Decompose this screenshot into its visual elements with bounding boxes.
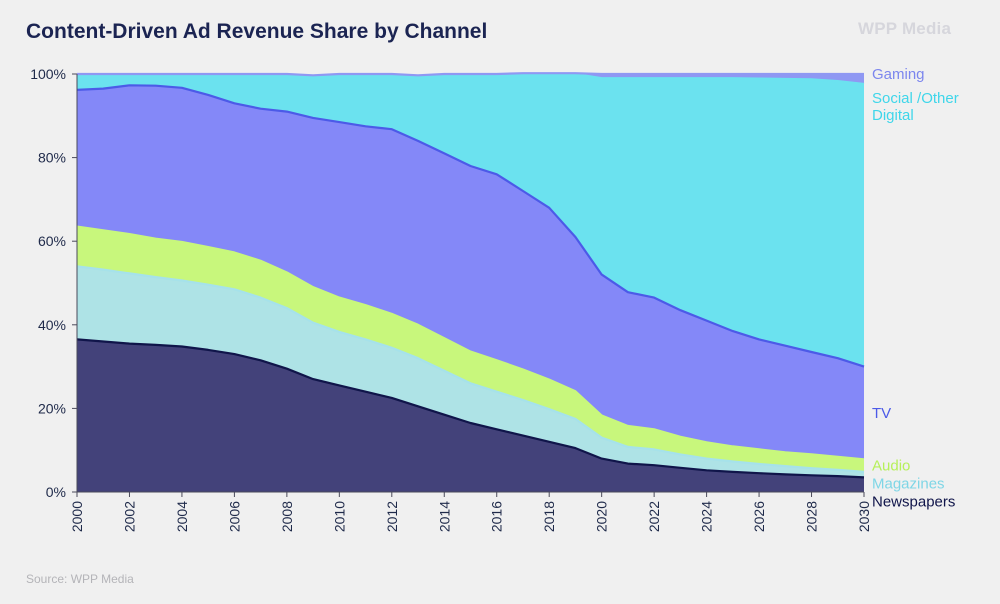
y-tick-label: 60% — [38, 233, 66, 249]
x-tick-label: 2030 — [856, 501, 872, 532]
x-tick-label: 2028 — [804, 501, 820, 532]
line-newspapers — [76, 338, 865, 479]
x-tick-label: 2008 — [279, 501, 295, 532]
y-tick-label: 80% — [38, 150, 66, 166]
line-audio — [76, 225, 865, 461]
legend-label-magazines: Magazines — [872, 476, 945, 493]
x-tick-label: 2026 — [751, 501, 767, 532]
area-gaming — [77, 73, 864, 84]
x-tick-label: 2002 — [121, 501, 137, 532]
legend-label-tv: TV — [872, 405, 891, 422]
y-tick-label: 100% — [30, 66, 66, 82]
x-tick-label: 2012 — [384, 501, 400, 532]
area-social-other-digital — [77, 74, 864, 367]
line-gaming — [77, 72, 864, 77]
legend-label-audio: Audio — [872, 458, 910, 475]
x-tick-label: 2024 — [699, 501, 715, 532]
area-tv — [77, 85, 864, 460]
area-audio — [77, 226, 864, 472]
y-tick-label: 40% — [38, 317, 66, 333]
line-tv — [76, 84, 865, 368]
legend-label-newspapers: Newspapers — [872, 494, 955, 511]
source-note: Source: WPP Media — [26, 572, 134, 586]
legend-label-social-other-digital: Digital — [872, 107, 914, 124]
x-tick-label: 2016 — [489, 501, 505, 532]
area-newspapers — [77, 339, 864, 492]
x-tick-label: 2020 — [594, 501, 610, 532]
y-tick-label: 20% — [38, 400, 66, 416]
line-magazines — [76, 265, 865, 473]
x-tick-label: 2006 — [226, 501, 242, 532]
legend-label-social-other-digital: Social /Other — [872, 90, 959, 107]
x-tick-label: 2010 — [331, 501, 347, 532]
x-tick-label: 2022 — [646, 501, 662, 532]
x-tick-label: 2014 — [436, 501, 452, 532]
brand-logo: WPP Media — [858, 19, 952, 38]
area-magazines — [77, 266, 864, 478]
legend-label-gaming: Gaming — [872, 66, 925, 83]
x-tick-label: 2000 — [69, 501, 85, 532]
y-tick-label: 0% — [46, 484, 66, 500]
chart-title: Content-Driven Ad Revenue Share by Chann… — [26, 20, 488, 43]
x-tick-label: 2018 — [541, 501, 557, 532]
x-tick-label: 2004 — [174, 501, 190, 532]
